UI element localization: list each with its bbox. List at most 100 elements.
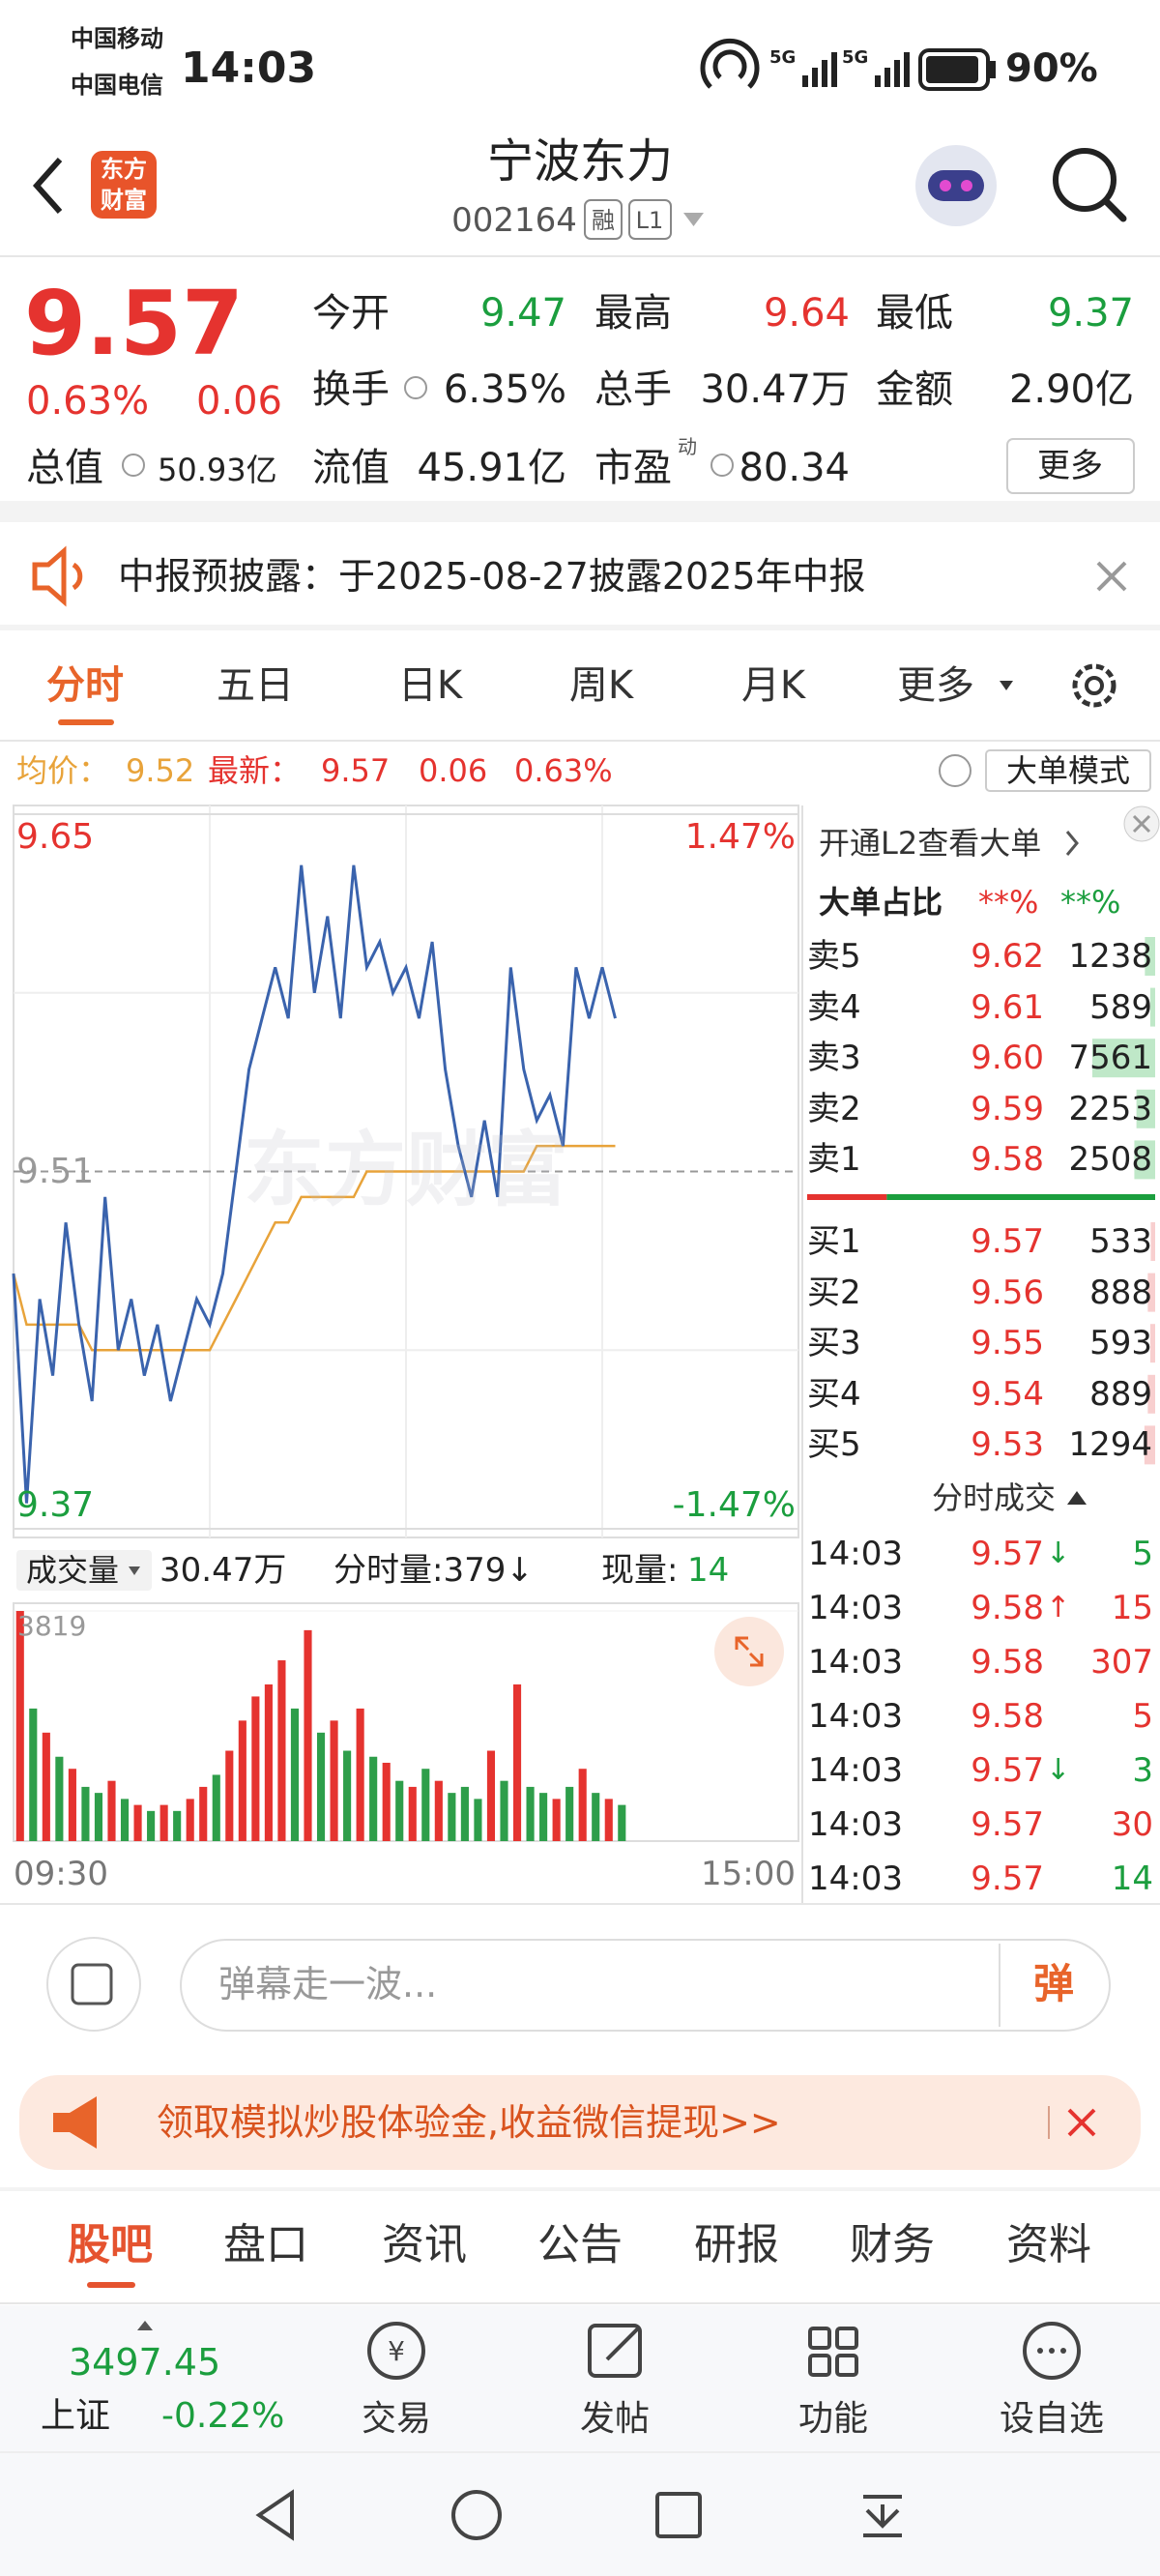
depth-bar	[1149, 1324, 1155, 1363]
chart-tab[interactable]: 周K	[568, 663, 634, 708]
volume-selector[interactable]	[16, 1550, 152, 1591]
badge-box	[584, 199, 623, 240]
content-tab[interactable]: 公告	[537, 2220, 623, 2269]
trade-time: 14:03	[808, 1697, 903, 1736]
chart-tab[interactable]: 分时	[46, 663, 124, 708]
content-tab[interactable]: 研报	[694, 2220, 779, 2269]
content-tab[interactable]: 资料	[1006, 2220, 1091, 2269]
close-ad[interactable]	[1067, 2108, 1096, 2137]
current-volume: 14	[687, 1551, 730, 1590]
volume-bar	[382, 1762, 391, 1841]
level-volume: 889	[1089, 1374, 1152, 1414]
yen-icon: ¥	[388, 2335, 405, 2367]
close-notice[interactable]	[1096, 561, 1127, 592]
nav-item[interactable]: 设自选	[999, 2399, 1105, 2439]
comment-placeholder[interactable]: 弹幕走一波...	[218, 1963, 438, 2005]
trade-price: 9.57	[971, 1751, 1044, 1790]
nav-item[interactable]: 发帖	[579, 2399, 651, 2439]
volume-bar	[512, 1683, 522, 1841]
sort-arrow[interactable]	[1067, 1491, 1087, 1505]
more-button[interactable]	[1006, 438, 1135, 494]
volume-bar	[160, 1804, 168, 1841]
chart-tab[interactable]: 五日	[217, 663, 294, 708]
avg-line	[12, 1144, 616, 1352]
mode-button[interactable]: 大单模式	[1005, 752, 1131, 789]
content-tab[interactable]: 股吧	[68, 2220, 153, 2269]
battery: 90%	[1005, 46, 1098, 91]
stock-name: 宁波东力	[486, 134, 674, 189]
volume-bar	[486, 1750, 496, 1841]
search-button[interactable]	[1053, 148, 1116, 212]
carrier: 中国移动	[71, 25, 163, 52]
x-tick-label: 15:00	[701, 1855, 796, 1893]
stat-value: 30.47万	[700, 367, 850, 412]
level-label: 买2	[807, 1273, 861, 1312]
volume-bar	[539, 1793, 548, 1841]
level-price: 9.54	[971, 1374, 1044, 1414]
back-button[interactable]	[32, 158, 63, 214]
level-price: 9.62	[971, 937, 1044, 976]
volume-bar	[460, 1786, 469, 1841]
level-volume: 1238	[1068, 937, 1152, 976]
index-value[interactable]: 3497.45	[69, 2341, 221, 2384]
chart-tab[interactable]: 月K	[740, 663, 806, 708]
trade-price: 9.57	[971, 1535, 1044, 1573]
content-tab[interactable]: 资讯	[382, 2220, 467, 2269]
level-label: 卖5	[807, 937, 861, 976]
volume-bar	[421, 1769, 430, 1841]
level-label: 买4	[807, 1374, 861, 1414]
volume-bar	[186, 1799, 194, 1841]
volume-bar	[264, 1683, 273, 1841]
stat-label: 总值	[26, 446, 103, 490]
level-volume: 888	[1089, 1273, 1152, 1312]
comment-input[interactable]	[180, 1939, 1111, 2032]
send-button[interactable]: 弹	[1032, 1960, 1075, 2007]
nav-icons	[367, 2322, 1081, 2380]
system-nav[interactable]	[255, 2489, 902, 2541]
settings-hub	[1085, 676, 1104, 695]
mode-button[interactable]	[985, 749, 1151, 792]
level-label: 卖3	[807, 1039, 861, 1078]
content-tab[interactable]: 财务	[850, 2220, 935, 2269]
volume-bar	[212, 1774, 220, 1841]
trade-time: 14:03	[808, 1589, 903, 1627]
ad-text[interactable]: 领取模拟炒股体验金,收益微信提现>>	[157, 2101, 781, 2144]
trade-price: 9.57	[971, 1859, 1044, 1898]
more-button[interactable]: 更多	[1037, 447, 1103, 485]
comment-settings[interactable]	[46, 1937, 141, 2032]
trade-price: 9.58	[971, 1589, 1044, 1627]
volume-bar	[448, 1793, 456, 1841]
logo-text: 东方	[101, 156, 147, 183]
trade-arrow: ↑	[1046, 1591, 1071, 1625]
chart-tab[interactable]: 日K	[397, 663, 463, 708]
settings-button[interactable]	[1072, 663, 1116, 708]
l2-link[interactable]: 开通L2查看大单	[819, 825, 1042, 862]
chart-tab[interactable]: 更多	[897, 663, 974, 708]
expand-button[interactable]	[714, 1617, 784, 1686]
depth-bar	[1092, 1039, 1155, 1078]
volume-bar	[173, 1810, 182, 1841]
level-volume: 2253	[1068, 1089, 1152, 1128]
trade-time: 14:03	[808, 1643, 903, 1682]
depth-bar	[1145, 937, 1155, 976]
help-icon[interactable]	[939, 754, 972, 787]
nav-item[interactable]: 功能	[798, 2399, 869, 2439]
volume-bar	[290, 1708, 300, 1841]
level-label: 买1	[807, 1222, 861, 1261]
stat-label: 换手	[312, 367, 390, 412]
dropdown-arrow[interactable]	[1000, 681, 1013, 690]
nav-item[interactable]: 交易	[361, 2399, 432, 2439]
y-tick-label: 9.51	[16, 1151, 95, 1191]
volume-label[interactable]: 成交量	[26, 1552, 120, 1589]
tick-volume: 分时量:379↓	[334, 1551, 534, 1590]
volume-bar	[277, 1660, 286, 1841]
trade-arrow: ↓	[1046, 1753, 1071, 1787]
content-tab[interactable]: 盘口	[223, 2220, 308, 2269]
ad-banner[interactable]	[19, 2075, 1141, 2170]
notice[interactable]: 中报预披露：于2025-08-27披露2025年中报	[118, 555, 866, 598]
dropdown-arrow[interactable]	[683, 213, 704, 226]
level-volume: 533	[1089, 1222, 1152, 1261]
badge: L1	[635, 207, 664, 234]
level-label: 买3	[807, 1324, 861, 1363]
level-price: 9.61	[971, 987, 1044, 1027]
